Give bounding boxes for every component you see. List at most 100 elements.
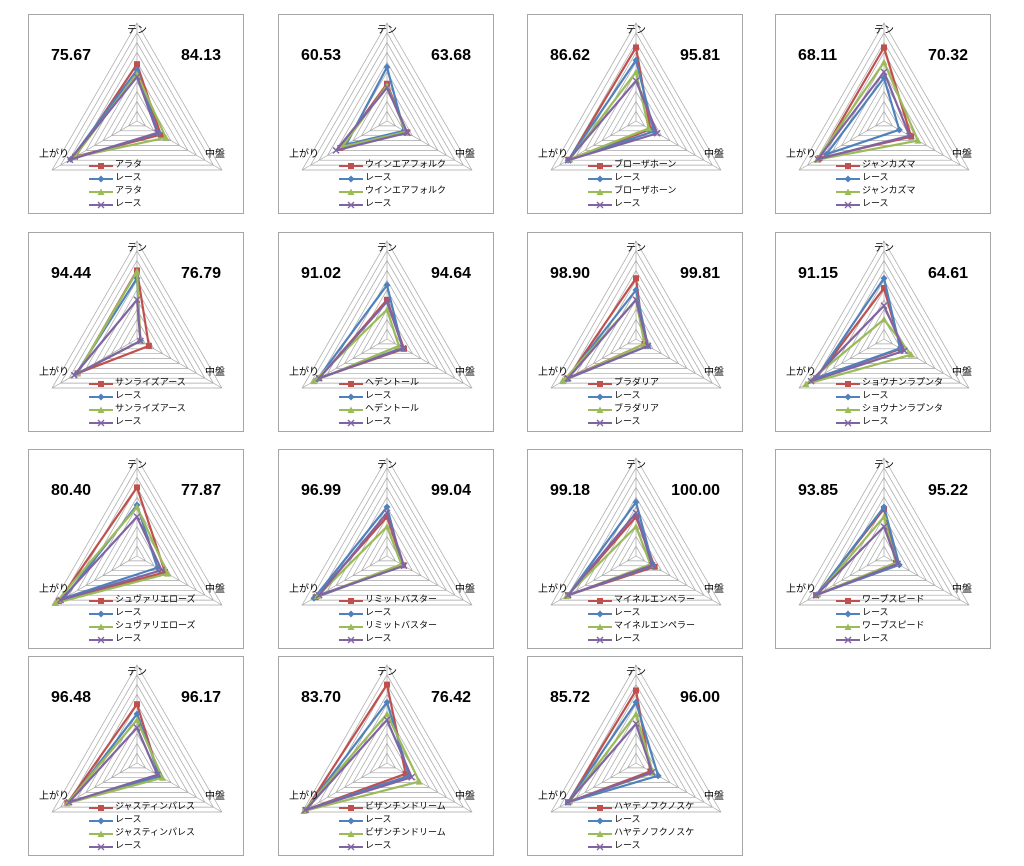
- legend-marker: [339, 817, 363, 824]
- data-point: [383, 298, 391, 306]
- data-point: [648, 561, 656, 569]
- data-point: [157, 131, 164, 138]
- data-point: [632, 77, 640, 85]
- legend-symbol: [98, 162, 104, 169]
- grid-ring: [377, 545, 397, 562]
- legend-entry: レース: [834, 607, 924, 620]
- left-value: 85.72: [550, 689, 591, 706]
- grid-ring: [874, 110, 894, 127]
- right-value: 64.61: [927, 265, 968, 282]
- grid-ring: [310, 250, 464, 384]
- grid-ring: [567, 259, 705, 379]
- radar-chart-panel: 98.90 99.81 テン 中盤 上がり ブラダリア レース ブラダリア レース: [527, 232, 743, 432]
- data-point: [383, 716, 391, 724]
- right-value: 95.22: [927, 482, 968, 499]
- legend-entry: レース: [586, 840, 694, 853]
- legend-marker: [836, 623, 860, 630]
- grid-ring: [318, 41, 456, 161]
- axis-label-chuban: 中盤: [205, 149, 225, 160]
- legend-symbol: [596, 201, 604, 208]
- legend-entry: マイネルエンペラー: [586, 620, 695, 633]
- legend-label: ワープスピード: [862, 621, 925, 631]
- axis-label-chuban: 中盤: [952, 584, 972, 595]
- legend-symbol: [597, 597, 603, 604]
- series-line: [815, 277, 902, 380]
- axis-spoke: [51, 120, 138, 171]
- legend-symbol: [347, 406, 355, 413]
- left-value: 93.85: [798, 482, 839, 499]
- legend-marker: [339, 623, 363, 630]
- data-point: [134, 61, 140, 68]
- data-point: [644, 342, 652, 350]
- legend-label: レース: [862, 391, 889, 401]
- legend-entry: ビザンチンドリーム: [337, 827, 446, 840]
- data-point: [383, 306, 391, 313]
- series-line: [809, 304, 906, 383]
- legend-symbol: [347, 623, 355, 630]
- legend-label: レース: [115, 634, 142, 644]
- legend-entry: レース: [337, 390, 419, 403]
- legend-label: ハヤテノフクノスケ: [614, 828, 695, 838]
- legend-entry: レース: [586, 814, 694, 827]
- legend-label: マイネルエンペラー: [614, 595, 696, 605]
- grid-ring: [832, 279, 936, 369]
- legend-label: ショウナンラプンタ: [862, 404, 944, 414]
- legend-symbol: [845, 597, 851, 604]
- grid-ring: [798, 22, 970, 171]
- legend-entry: ワープスピード: [834, 594, 924, 607]
- legend-label: アラタ: [115, 160, 143, 170]
- grid-ring: [127, 110, 147, 127]
- legend-label: レース: [365, 815, 392, 825]
- legend-entry: レース: [87, 416, 186, 429]
- series-line: [318, 300, 405, 380]
- legend: リミットバスター レース リミットバスター レース: [337, 594, 437, 646]
- axis-label-chuban: 中盤: [205, 367, 225, 378]
- legend-symbol: [97, 623, 105, 630]
- legend-label: レース: [115, 199, 142, 209]
- grid-ring: [559, 32, 713, 166]
- series-line: [568, 70, 650, 161]
- axis-label-agari: 上がり: [786, 149, 816, 160]
- data-point: [136, 337, 144, 345]
- grid-ring: [68, 683, 206, 803]
- legend-marker: [339, 175, 363, 182]
- radar-chart-svg: [300, 664, 473, 815]
- legend-label: レース: [365, 173, 392, 183]
- legend-label: レース: [365, 391, 392, 401]
- series-line: [57, 486, 167, 603]
- radar-chart-panel: 96.99 99.04 テン 中盤 上がり リミットバスター レース リミットバスター レース: [278, 449, 494, 649]
- grid-ring: [815, 41, 953, 161]
- legend-symbol: [596, 393, 604, 400]
- axis-label-ten: テン: [377, 243, 397, 254]
- legend-label: レース: [365, 199, 392, 209]
- legend-label: レース: [614, 634, 641, 644]
- data-point: [315, 591, 323, 599]
- series-line: [825, 76, 901, 156]
- legend-label: リミットバスター: [365, 621, 438, 631]
- grid-ring: [550, 22, 722, 171]
- legend-marker: [339, 162, 363, 169]
- series-line: [815, 61, 920, 161]
- legend-label: レース: [614, 841, 641, 851]
- grid-ring: [60, 467, 214, 601]
- data-point: [52, 599, 60, 607]
- grid-ring: [301, 22, 473, 171]
- data-point: [399, 344, 407, 352]
- grid-ring: [592, 713, 680, 788]
- legend-marker: [89, 817, 113, 824]
- grid-ring: [335, 61, 439, 151]
- legend-entry: アラタ: [87, 159, 142, 172]
- axis-label-ten: テン: [127, 243, 147, 254]
- grid-ring: [318, 476, 456, 596]
- data-point: [880, 274, 888, 282]
- legend-entry: レース: [834, 198, 916, 211]
- legend-symbol: [597, 162, 603, 169]
- legend-marker: [588, 817, 612, 824]
- radar-chart-panel: 99.18 100.00 テン 中盤 上がり マイネルエンペラー レース マイネルエンペラーレ…: [527, 449, 743, 649]
- legend-label: レース: [365, 417, 392, 427]
- right-value: 76.42: [430, 689, 471, 706]
- radar-chart-panel: 96.48 96.17 テン 中盤 上がり ジャスティンパレス レース ジャスティンパレス レー…: [28, 656, 244, 856]
- left-value: 83.70: [301, 689, 342, 706]
- axis-label-chuban: 中盤: [205, 791, 225, 802]
- legend-marker: [339, 201, 363, 208]
